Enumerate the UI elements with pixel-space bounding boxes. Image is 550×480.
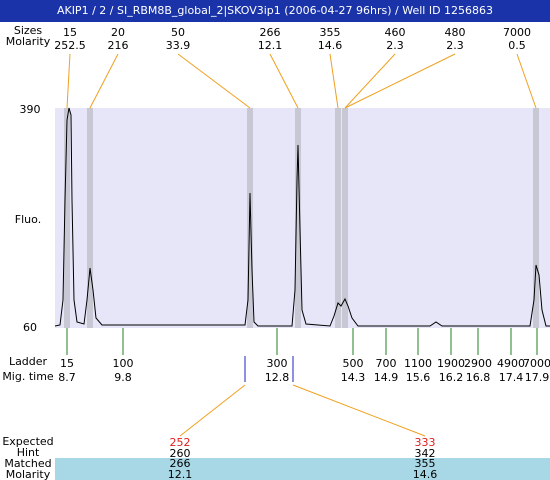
peak-size: 355 [320, 26, 341, 39]
connector [516, 53, 537, 109]
peak-size: 460 [385, 26, 406, 39]
row-label: Hint [17, 446, 40, 459]
row-label: Expected [2, 435, 53, 448]
peak-molarity: 216 [108, 39, 129, 52]
peak-size: 50 [171, 26, 185, 39]
matched: 355 [415, 457, 436, 470]
title: AKIP1 / 2 / SI_RBM8B_global_2|SKOV3ip1 (… [57, 4, 493, 17]
ladder-size: 500 [343, 357, 364, 370]
mig-time: 16.2 [439, 371, 464, 384]
molarity: 12.1 [168, 468, 193, 480]
mig-time: 17.4 [499, 371, 524, 384]
connector [177, 53, 251, 109]
peak-size: 20 [111, 26, 125, 39]
row-label: Ladder [9, 355, 48, 368]
connector [89, 53, 119, 109]
mig-time: 14.9 [374, 371, 399, 384]
connector [269, 53, 299, 109]
row-label: Matched [4, 457, 51, 470]
connector [66, 53, 71, 109]
y-max-label: 390 [20, 103, 41, 116]
peak-size: 480 [445, 26, 466, 39]
peak-molarity: 252.5 [54, 39, 86, 52]
ladder-size: 4900 [497, 357, 525, 370]
peak-band [295, 108, 301, 328]
peak-band [335, 108, 341, 328]
row-label: Molarity [6, 35, 51, 48]
mig-time: 9.8 [114, 371, 132, 384]
row-label: Molarity [6, 468, 51, 480]
title-bar [0, 0, 550, 22]
peak-band [64, 108, 70, 328]
mig-time: 15.6 [406, 371, 431, 384]
mig-time: 8.7 [58, 371, 76, 384]
connector [329, 53, 339, 109]
hint: 260 [170, 447, 191, 460]
peak-size: 15 [63, 26, 77, 39]
connector [179, 384, 246, 437]
peak-molarity: 0.5 [508, 39, 526, 52]
matched-band [55, 458, 550, 480]
matched: 266 [170, 457, 191, 470]
ladder-size: 7000 [523, 357, 550, 370]
ladder-size: 700 [376, 357, 397, 370]
mig-time: 12.8 [265, 371, 290, 384]
plot-area [55, 108, 550, 328]
mig-time: 16.8 [466, 371, 491, 384]
connector [292, 384, 426, 437]
molarity: 14.6 [413, 468, 438, 480]
trace [54, 107, 550, 327]
peak-size: 266 [260, 26, 281, 39]
peak-molarity: 2.3 [446, 39, 464, 52]
peak-molarity: 12.1 [258, 39, 283, 52]
ladder-size: 300 [267, 357, 288, 370]
peak-band [342, 108, 348, 328]
peak-molarity: 2.3 [386, 39, 404, 52]
peak-molarity: 33.9 [166, 39, 191, 52]
peak-band [87, 108, 93, 328]
peak-molarity: 14.6 [318, 39, 343, 52]
peak-band [533, 108, 539, 328]
connector [344, 53, 456, 109]
expected-size: 252 [170, 436, 191, 449]
mig-time: 14.3 [341, 371, 366, 384]
ladder-size: 2900 [464, 357, 492, 370]
ladder-size: 1900 [437, 357, 465, 370]
hint: 342 [415, 447, 436, 460]
peak-size: 7000 [503, 26, 531, 39]
ladder-size: 1100 [404, 357, 432, 370]
expected-size: 333 [415, 436, 436, 449]
ladder-size: 15 [60, 357, 74, 370]
ladder-size: 100 [113, 357, 134, 370]
connector [344, 53, 396, 109]
y-axis-label: Fluo. [15, 213, 41, 226]
row-label: Mig. time [2, 370, 54, 383]
y-min-label: 60 [23, 321, 37, 334]
mig-time: 17.9 [525, 371, 550, 384]
row-label: Sizes [14, 24, 43, 37]
